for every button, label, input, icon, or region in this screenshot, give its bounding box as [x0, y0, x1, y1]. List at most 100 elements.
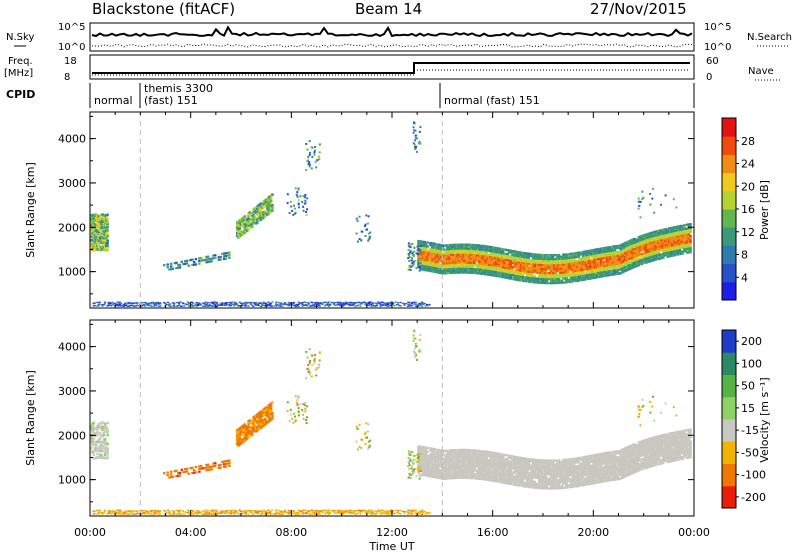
power-cell — [170, 265, 173, 268]
power-cell — [439, 258, 443, 261]
velocity-cell — [476, 463, 479, 466]
power-cell — [636, 256, 639, 259]
power-cell — [682, 226, 686, 229]
power-cell — [130, 302, 133, 304]
velocity-cell — [516, 482, 520, 485]
velocity-cell — [486, 474, 490, 477]
velocity-cell — [583, 483, 587, 487]
power-cell — [259, 302, 263, 304]
velocity-cell — [435, 452, 439, 455]
power-cell — [637, 258, 641, 261]
power-cell — [587, 249, 591, 252]
power-cell — [414, 305, 417, 307]
power-cell — [488, 271, 491, 274]
power-cell — [178, 303, 181, 305]
power-cell — [105, 228, 108, 232]
power-cell — [666, 231, 670, 234]
power-cell — [439, 246, 443, 249]
power-cell — [679, 242, 683, 245]
velocity-cell — [498, 466, 502, 470]
power-cell — [141, 304, 144, 306]
power-cell — [587, 259, 591, 262]
velocity-cell — [464, 448, 467, 451]
power-cell — [527, 256, 531, 259]
power-cell — [613, 249, 617, 252]
velocity-cell — [515, 458, 519, 461]
power-cell — [351, 303, 354, 305]
velocity-cell — [581, 474, 585, 477]
velocity-cell — [467, 456, 470, 460]
power-cell — [636, 262, 639, 265]
power-cell — [93, 305, 96, 307]
power-cell — [468, 255, 472, 258]
power-cell — [479, 266, 482, 269]
velocity-cell — [498, 458, 502, 462]
power-cell — [568, 280, 571, 283]
power-cell — [213, 301, 216, 303]
power-cell — [264, 198, 268, 201]
velocity-cell — [491, 455, 494, 458]
power-cell — [562, 257, 565, 260]
velocity-cell — [471, 449, 475, 452]
power-cell — [648, 254, 651, 257]
power-cell — [624, 267, 627, 270]
velocity-cell — [542, 479, 546, 482]
power-cell — [97, 305, 100, 307]
power-cell — [577, 275, 580, 278]
power-cell — [445, 244, 449, 247]
velocity-cell — [473, 461, 476, 464]
velocity-cell — [530, 470, 534, 473]
velocity-cell — [459, 448, 463, 451]
power-cell — [263, 199, 267, 202]
velocity-cell — [439, 457, 443, 460]
power-cell — [281, 303, 284, 305]
power-cell — [622, 256, 626, 259]
velocity-cell — [476, 477, 479, 480]
velocity-cell — [563, 464, 567, 467]
velocity-cell — [507, 480, 511, 483]
power-cell — [562, 255, 565, 258]
power-cell — [528, 262, 532, 265]
velocity-cell — [488, 477, 491, 480]
power-cell — [608, 259, 612, 263]
power-cell — [583, 250, 587, 253]
power-cell — [572, 268, 576, 271]
power-cell — [130, 305, 133, 307]
power-cell — [654, 238, 657, 241]
power-cell — [426, 265, 429, 268]
power-cell — [462, 255, 466, 258]
power-cell — [462, 267, 466, 270]
velocity-cell — [574, 485, 577, 488]
power-cell — [622, 242, 626, 245]
power-cell — [536, 267, 540, 270]
velocity-cell — [429, 467, 432, 470]
velocity-cell — [462, 474, 466, 477]
velocity-cell — [430, 451, 434, 454]
power-cell — [407, 242, 410, 245]
velocity-cell — [539, 473, 543, 476]
velocity-cell — [506, 462, 510, 465]
power-cell — [495, 251, 499, 254]
power-cell — [562, 271, 565, 274]
power-cell — [412, 264, 415, 267]
power-cell — [518, 259, 522, 262]
power-cell — [618, 264, 621, 267]
power-cell — [435, 245, 439, 248]
velocity-cell — [539, 461, 543, 464]
power-cell — [237, 305, 240, 307]
power-cell — [210, 257, 213, 260]
power-cell — [664, 242, 668, 245]
power-cell — [678, 235, 682, 238]
power-cell — [497, 271, 500, 274]
velocity-cell — [476, 449, 479, 452]
velocity-cell — [486, 460, 490, 464]
power-cell — [633, 255, 636, 258]
power-cell — [479, 254, 482, 257]
power-cell — [660, 245, 664, 248]
velocity-cell — [453, 473, 457, 476]
power-cell — [332, 302, 336, 304]
power-cell — [457, 257, 461, 260]
power-cell — [584, 256, 588, 259]
power-cell — [621, 261, 624, 264]
velocity-cell — [550, 461, 553, 464]
